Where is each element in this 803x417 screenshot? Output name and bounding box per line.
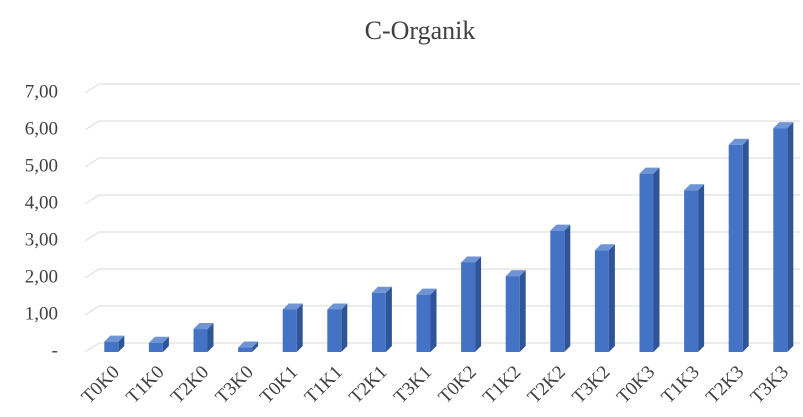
bar-face bbox=[728, 144, 743, 352]
bar bbox=[416, 288, 437, 352]
bar-face bbox=[162, 336, 169, 352]
bar-face bbox=[639, 167, 660, 174]
bar bbox=[371, 286, 392, 352]
bar bbox=[327, 303, 348, 352]
x-tick-label: T3K0 bbox=[212, 362, 258, 408]
y-tick-label: 1,00 bbox=[25, 303, 58, 324]
bar-face bbox=[327, 303, 348, 310]
x-tick-label: T1K0 bbox=[122, 362, 168, 408]
x-tick-label: T2K3 bbox=[702, 362, 748, 408]
x-tick-label: T3K3 bbox=[747, 362, 793, 408]
bar bbox=[148, 336, 169, 352]
x-tick-label: T2K1 bbox=[345, 362, 391, 408]
bar-face bbox=[416, 288, 437, 295]
y-tick-label: - bbox=[52, 340, 58, 361]
x-tick-label: T1K1 bbox=[301, 362, 347, 408]
bar-face bbox=[773, 122, 794, 129]
x-tick-label: T1K2 bbox=[479, 362, 525, 408]
bar-face bbox=[104, 341, 119, 352]
y-tick-label: 6,00 bbox=[25, 118, 58, 139]
bar-face bbox=[698, 184, 705, 352]
bar-face bbox=[193, 329, 208, 352]
y-tick-label: 4,00 bbox=[25, 192, 58, 213]
bar-face bbox=[238, 341, 259, 348]
bar-face bbox=[505, 270, 526, 277]
grid-line bbox=[84, 83, 800, 94]
bar-face bbox=[371, 292, 386, 352]
bar-face bbox=[238, 347, 253, 352]
bar-face bbox=[787, 122, 794, 353]
bar bbox=[550, 224, 571, 352]
bar bbox=[505, 270, 526, 352]
y-tick-label: 3,00 bbox=[25, 229, 58, 250]
bar-face bbox=[550, 224, 571, 231]
bar bbox=[594, 244, 615, 352]
grid-line bbox=[84, 120, 800, 131]
bar-face bbox=[461, 262, 476, 352]
bar-face bbox=[252, 341, 259, 352]
bar-face bbox=[461, 256, 482, 263]
bar-face bbox=[118, 335, 125, 352]
bar-face bbox=[742, 138, 749, 352]
bar-face bbox=[193, 323, 214, 330]
bar-face bbox=[148, 342, 163, 352]
bar-face bbox=[608, 244, 615, 352]
bar-face bbox=[296, 303, 303, 352]
bar-face bbox=[684, 190, 699, 352]
bar-face bbox=[564, 224, 571, 352]
bar-face bbox=[385, 286, 392, 352]
x-tick-label: T0K0 bbox=[78, 362, 124, 408]
bar-face bbox=[430, 288, 437, 352]
bar bbox=[238, 341, 259, 352]
bar-face bbox=[684, 184, 705, 191]
bar bbox=[773, 122, 794, 353]
bar-face bbox=[282, 309, 297, 352]
bar-face bbox=[282, 303, 303, 310]
bar-face bbox=[104, 335, 125, 342]
x-tick-label: T0K2 bbox=[435, 362, 481, 408]
bar-face bbox=[505, 276, 520, 352]
bar-face bbox=[416, 294, 431, 352]
grid-line bbox=[84, 194, 800, 205]
x-tick-label: T0K3 bbox=[613, 362, 659, 408]
bar bbox=[684, 184, 705, 352]
bar bbox=[282, 303, 303, 352]
bar-face bbox=[519, 270, 526, 352]
bar-face bbox=[639, 173, 654, 352]
bar-face bbox=[148, 336, 169, 343]
bar bbox=[461, 256, 482, 352]
bar-face bbox=[327, 309, 342, 352]
x-tick-label: T1K3 bbox=[658, 362, 704, 408]
x-tick-label: T0K1 bbox=[256, 362, 302, 408]
bar-face bbox=[371, 286, 392, 293]
bar-face bbox=[207, 323, 214, 352]
bar bbox=[104, 335, 125, 352]
bar bbox=[728, 138, 749, 352]
y-tick-label: 7,00 bbox=[25, 81, 58, 102]
bar-face bbox=[773, 128, 788, 352]
chart-title: C-Organik bbox=[365, 16, 476, 45]
y-tick-label: 5,00 bbox=[25, 155, 58, 176]
x-tick-label: T3K2 bbox=[568, 362, 614, 408]
bar-face bbox=[594, 244, 615, 251]
bar-face bbox=[550, 230, 565, 352]
bar-face bbox=[475, 256, 482, 352]
bar-face bbox=[728, 138, 749, 145]
bar-face bbox=[341, 303, 348, 352]
bar-face bbox=[653, 167, 660, 352]
y-tick-label: 2,00 bbox=[25, 266, 58, 287]
bar bbox=[639, 167, 660, 352]
x-tick-label: T2K2 bbox=[524, 362, 570, 408]
x-tick-label: T3K1 bbox=[390, 362, 436, 408]
x-tick-label: T2K0 bbox=[167, 362, 213, 408]
grid-line bbox=[84, 157, 800, 168]
bar-face bbox=[594, 250, 609, 352]
bar bbox=[193, 323, 214, 352]
